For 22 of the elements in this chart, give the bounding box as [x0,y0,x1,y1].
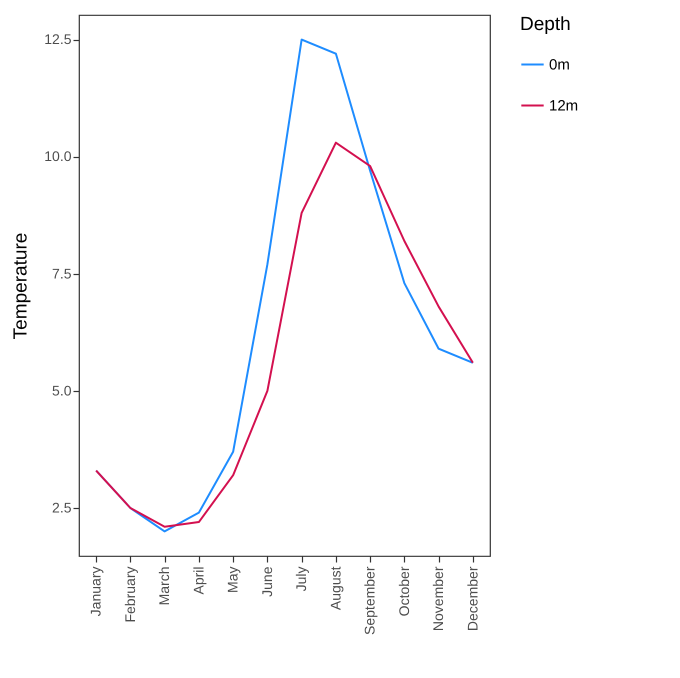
legend-label: 12m [549,98,578,114]
legend-label: 0m [549,56,570,74]
x-tick-label: May [224,566,241,593]
y-axis-title: Temperature [10,232,32,340]
y-tick-label: 5.0 [52,382,72,398]
y-tick-label: 2.5 [52,499,72,516]
x-tick-label: June [258,566,275,597]
x-tick-label: December [464,566,480,632]
y-tick-label: 7.5 [52,265,72,282]
x-tick-label: July [293,566,310,592]
y-tick-label: 10.0 [44,148,72,164]
x-tick-label: February [122,566,138,623]
x-tick-label: April [190,566,206,595]
x-tick-label: November [430,566,446,632]
x-tick-label: March [156,566,172,606]
x-tick-label: September [362,566,378,635]
legend-title: Depth [520,14,571,35]
x-tick-label: August [327,566,344,610]
y-tick-label: 12.5 [44,31,72,48]
x-tick-label: January [88,566,104,616]
x-tick-label: October [396,566,412,616]
line-series [95,142,474,528]
